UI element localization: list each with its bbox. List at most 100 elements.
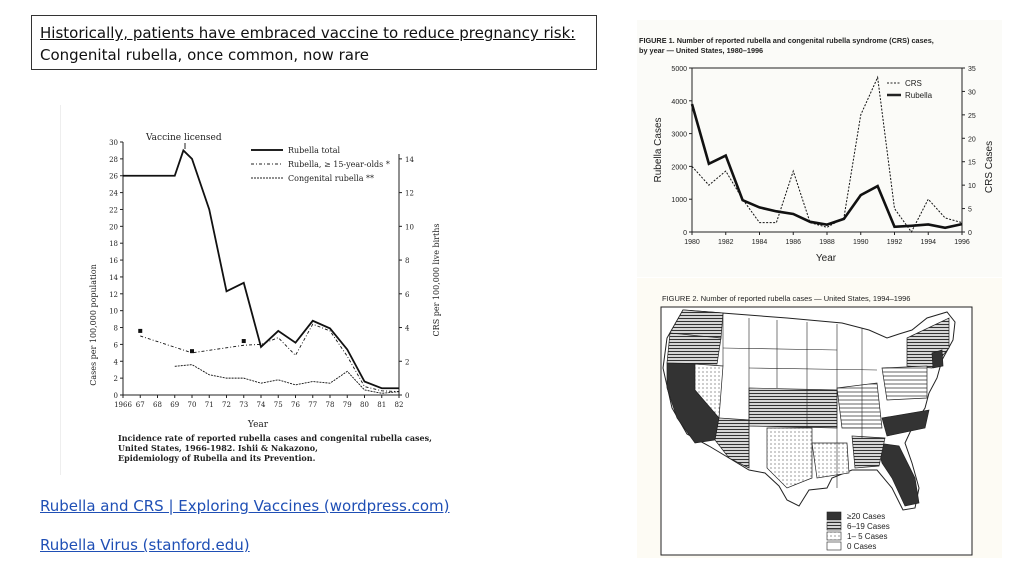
fig1-y2tick-label: 20 (968, 136, 976, 143)
incidence-xtick-label: 82 (395, 401, 404, 409)
incidence-ytick-label: 12 (109, 291, 118, 299)
fig1-y2tick-label: 5 (968, 207, 972, 214)
rubella-crs-chart-panel: FIGURE 1. Number of reported rubella and… (637, 20, 1002, 277)
incidence-xtick-label: 75 (274, 401, 283, 409)
state-florida (876, 442, 920, 507)
incidence-y2tick-label: 10 (405, 223, 414, 231)
fig1-y2tick-label: 25 (968, 113, 976, 120)
fig1-ytick-label: 2000 (671, 164, 687, 171)
fig1-ytick-label: 5000 (671, 66, 687, 73)
incidence-ytick-label: 28 (109, 156, 118, 164)
incidence-y2tick-label: 6 (405, 291, 410, 299)
state-band-central (748, 387, 838, 429)
incidence-xtick-label: 70 (188, 401, 197, 409)
incidence-y2tick-label: 2 (405, 358, 409, 366)
fig1-ytick-label: 4000 (671, 99, 687, 106)
fig1-xtick-label: 1992 (887, 239, 903, 246)
incidence-ytick-label: 0 (114, 392, 118, 400)
incidence-point (138, 328, 143, 333)
fig1-legend-crs: CRS (905, 79, 922, 88)
state-louisiana (811, 442, 850, 479)
fig1-ytick-label: 1000 (671, 197, 687, 204)
incidence-ytick-label: 10 (109, 308, 118, 316)
incidence-series-line (123, 148, 399, 390)
fig1-ytick-label: 0 (683, 230, 687, 237)
fig1-xtick-label: 1988 (819, 239, 835, 246)
fig1-y2tick-label: 15 (968, 160, 976, 167)
incidence-xtick-label: 81 (377, 401, 386, 409)
state-mid-atlantic (881, 365, 928, 401)
incidence-xtick-label: 74 (257, 401, 266, 409)
us-rubella-map: FIGURE 2. Number of reported rubella cas… (660, 294, 973, 556)
incidence-ytick-label: 30 (109, 139, 118, 147)
rubella-crs-link[interactable]: Rubella and CRS | Exploring Vaccines (wo… (40, 497, 450, 515)
incidence-ytick-label: 16 (109, 257, 118, 265)
incidence-ylabel-right: CRS per 100,000 live births (432, 224, 441, 337)
incidence-xlabel: Year (247, 420, 269, 430)
legend-congenital-rubella: Congenital rubella ** (288, 174, 374, 183)
incidence-xtick-label: 1966 (114, 401, 132, 409)
fig1-rubella-line (690, 103, 963, 230)
fig1-xlabel: Year (816, 253, 837, 264)
incidence-legend: Rubella total Rubella, ≥ 15-year-olds * … (251, 146, 390, 183)
fig2-legend-6-19: 6–19 Cases (847, 522, 890, 531)
fig1-ylabel-right: CRS Cases (984, 141, 995, 193)
fig1-xtick-label: 1994 (920, 239, 936, 246)
incidence-ytick-label: 2 (114, 375, 118, 383)
incidence-y2tick-label: 8 (405, 257, 409, 265)
state-arizona (714, 417, 750, 469)
incidence-series-line (174, 364, 400, 394)
fig1-xtick-label: 1986 (785, 239, 801, 246)
incidence-xtick-label: 76 (291, 401, 300, 409)
fig1-legend: CRS Rubella (887, 79, 933, 100)
incidence-ytick-label: 8 (114, 325, 118, 333)
fig1-title-line1: FIGURE 1. Number of reported rubella and… (639, 36, 934, 45)
incidence-ytick-label: 18 (109, 240, 118, 248)
fig2-title: FIGURE 2. Number of reported rubella cas… (662, 294, 910, 303)
fig1-ylabel-left: Rubella Cases (653, 117, 664, 182)
state-north-carolina (881, 409, 930, 437)
us-map-panel: FIGURE 2. Number of reported rubella cas… (637, 278, 1002, 558)
incidence-y2tick-label: 12 (405, 190, 414, 198)
rubella-virus-link[interactable]: Rubella Virus (stanford.edu) (40, 536, 250, 554)
incidence-ytick-label: 4 (114, 358, 119, 366)
rubella-crs-chart: FIGURE 1. Number of reported rubella and… (639, 36, 995, 264)
legend-rubella-total: Rubella total (288, 146, 340, 155)
incidence-ytick-label: 24 (109, 190, 118, 198)
incidence-xtick-label: 71 (205, 401, 214, 409)
incidence-xtick-label: 80 (360, 401, 369, 409)
fig1-xtick-label: 1984 (752, 239, 768, 246)
fig2-legend-1-5: 1– 5 Cases (847, 532, 887, 541)
incidence-point (190, 349, 194, 354)
incidence-chart-panel: 0 2 4 6 8 10 12 14 16 18 20 22 24 26 28 30 0 2 4 6 8 10 12 14 19… (60, 105, 461, 475)
incidence-xtick-label: 72 (222, 401, 231, 409)
incidence-caption-line3: Epidemiology of Rubella and its Preventi… (118, 453, 316, 463)
slide-subtitle: Congenital rubella, once common, now rar… (40, 46, 370, 64)
state-oregon (666, 332, 722, 365)
fig1-xtick-label: 1982 (718, 239, 734, 246)
state-texas (766, 427, 813, 489)
fig1-title-line2: by year — United States, 1980–1996 (639, 46, 763, 55)
incidence-y2tick-label: 0 (405, 392, 409, 400)
incidence-xtick-label: 78 (326, 401, 335, 409)
incidence-ytick-label: 26 (109, 173, 118, 181)
fig2-legend-20: ≥20 Cases (847, 512, 885, 521)
fig1-xtick-label: 1980 (684, 239, 700, 246)
fig1-y2tick-label: 30 (968, 89, 976, 96)
fig1-y2tick-label: 35 (968, 66, 976, 73)
fig1-crs-line (691, 75, 963, 233)
slide-title-box: Historically, patients have embraced vac… (31, 15, 597, 70)
incidence-chart: 0246810121416182022242628300246810121419… (89, 133, 441, 463)
incidence-ylabel-left: Cases per 100,000 population (89, 264, 98, 386)
state-georgia-alabama (851, 435, 886, 469)
incidence-xtick-label: 69 (170, 401, 179, 409)
incidence-xtick-label: 73 (239, 401, 248, 409)
state-borders (722, 313, 878, 488)
state-massachusetts (931, 349, 944, 369)
legend-rubella-15: Rubella, ≥ 15-year-olds * (288, 160, 390, 169)
vaccine-licensed-annotation: Vaccine licensed (145, 133, 222, 143)
fig1-xtick-label: 1996 (954, 239, 970, 246)
incidence-caption-line1: Incidence rate of reported rubella cases… (118, 433, 432, 443)
incidence-ytick-label: 14 (109, 274, 118, 282)
incidence-point (241, 339, 246, 344)
